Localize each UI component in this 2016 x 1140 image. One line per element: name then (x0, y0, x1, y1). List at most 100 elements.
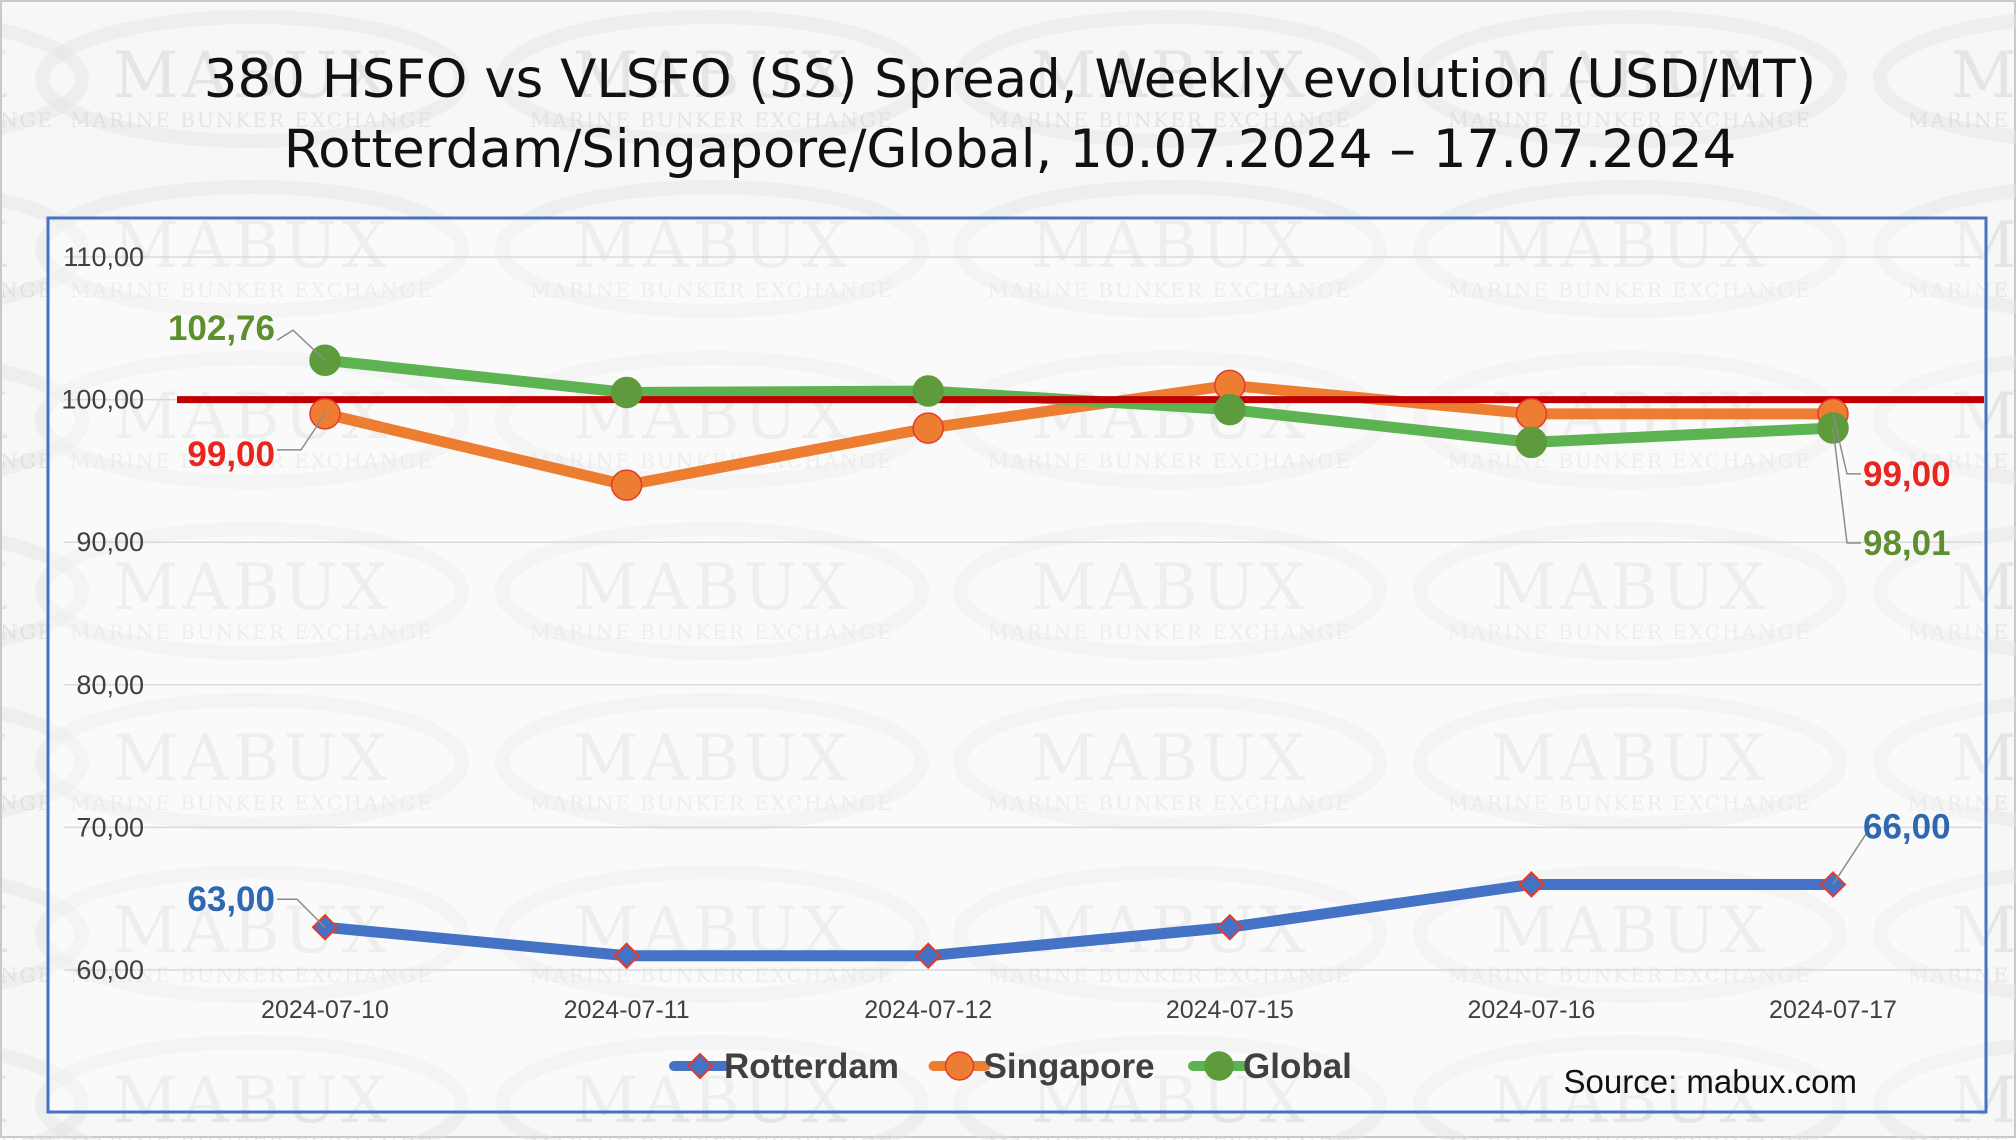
leader-line (277, 898, 326, 928)
data-label-text: 102,76 (168, 309, 275, 348)
chart-title: 380 HSFO vs VLSFO (SS) Spread, Weekly ev… (204, 49, 1816, 110)
watermark-subtitle: MARINE BUNKER EXCHANGE (988, 108, 1352, 132)
watermark-name: MABUX (1951, 722, 2016, 796)
y-tick-label: 60,00 (76, 955, 144, 985)
leader-line (277, 413, 326, 451)
data-label-text: 66,00 (1863, 807, 1951, 846)
marker-global (1515, 426, 1548, 459)
legend-label-rotterdam: Rotterdam (724, 1047, 899, 1086)
x-tick-label: 2024-07-16 (1467, 996, 1595, 1024)
y-tick-label: 110,00 (63, 242, 144, 272)
watermark-subtitle: MARINE BUNKER EXCHANGE (530, 1133, 894, 1140)
watermark-subtitle: MARINE BUNKER EXCHANGE (1908, 620, 2016, 644)
watermark-name: MABUX (113, 209, 391, 283)
data-label-text: 99,00 (187, 435, 275, 474)
legend-swatch-marker (944, 1051, 975, 1081)
watermark-subtitle: MARINE BUNKER EXCHANGE (70, 108, 434, 132)
watermark-subtitle: MARINE BUNKER EXCHANGE (2, 791, 54, 815)
watermark-subtitle: MARINE BUNKER EXCHANGE (1448, 791, 1812, 815)
watermark-name: MABUX (2, 894, 11, 968)
watermark-subtitle: MARINE BUNKER EXCHANGE (1908, 791, 2016, 815)
watermark-name: MABUX (573, 209, 851, 283)
legend-label-global: Global (1243, 1047, 1352, 1086)
watermark-swoosh (35, 865, 469, 1003)
watermark-name: MABUX (1031, 209, 1309, 283)
watermark-subtitle: MARINE BUNKER EXCHANGE (1908, 108, 2016, 132)
legend-item-singapore: Singapore (928, 1047, 1155, 1086)
data-label-layer: 102,76 99,00 63,00 99,00 98,01 66,00 (168, 309, 1951, 928)
watermark-swoosh (2, 1048, 89, 1140)
x-tick-label: 2024-07-11 (564, 996, 690, 1024)
watermark-name: MABUX (1031, 1064, 1309, 1138)
watermark-swoosh (495, 693, 929, 831)
watermark-swoosh (2, 535, 89, 647)
watermark-swoosh (35, 522, 469, 660)
watermark-swoosh (1873, 13, 2016, 145)
marker-rotterdam (613, 942, 641, 970)
watermark-subtitle: MARINE BUNKER EXCHANGE (530, 278, 894, 302)
watermark-subtitle: MARINE BUNKER EXCHANGE (70, 620, 434, 644)
legend-label-singapore: Singapore (984, 1047, 1155, 1086)
watermark-subtitle: MARINE BUNKER EXCHANGE (530, 620, 894, 644)
chart-subtitle: Rotterdam/Singapore/Global, 10.07.2024 –… (284, 119, 1737, 180)
watermark-swoosh (2, 878, 89, 990)
watermark-name: MABUX (2, 209, 11, 283)
watermark-subtitle: MARINE BUNKER EXCHANGE (70, 791, 434, 815)
watermark-subtitle: MARINE BUNKER EXCHANGE (70, 278, 434, 302)
data-label-global: 102,76 (168, 309, 326, 361)
watermark-swoosh (1873, 1038, 2016, 1140)
watermark-subtitle: MARINE BUNKER EXCHANGE (988, 791, 1352, 815)
watermark-swoosh (2, 706, 89, 818)
marker-singapore (610, 469, 643, 501)
watermark-subtitle: MARINE BUNKER EXCHANGE (1908, 963, 2016, 987)
watermark-subtitle: MARINE BUNKER EXCHANGE (70, 449, 434, 473)
watermark-swoosh (1413, 1035, 1847, 1140)
watermark-swoosh (35, 1035, 469, 1140)
watermark-subtitle: MARINE BUNKER EXCHANGE (988, 1133, 1352, 1140)
y-tick-label: 80,00 (76, 670, 144, 700)
watermark-swoosh (1413, 522, 1847, 660)
series-line-singapore (319, 379, 1839, 491)
watermark-name: MABUX (573, 1064, 851, 1138)
data-label-rotterdam: 66,00 (1832, 807, 1951, 885)
watermark-swoosh (1873, 183, 2016, 315)
watermark-name: MABUX (1031, 551, 1309, 625)
watermark-swoosh (953, 1035, 1387, 1140)
y-tick-label: 90,00 (76, 527, 144, 557)
watermark-swoosh (1413, 10, 1847, 148)
watermark-swoosh (1873, 696, 2016, 828)
watermark-swoosh (1873, 354, 2016, 486)
marker-rotterdam (1216, 913, 1244, 941)
source-note: Source: mabux.com (1564, 1063, 1857, 1100)
watermark-swoosh (1413, 865, 1847, 1003)
watermark-swoosh (2, 193, 89, 305)
watermark-name: MABUX (1491, 894, 1769, 968)
watermark-swoosh (953, 522, 1387, 660)
marker-singapore (1515, 398, 1548, 430)
data-label-text: 98,01 (1863, 524, 1951, 563)
x-tick-label: 2024-07-15 (1166, 996, 1294, 1024)
watermark-name: MABUX (2, 722, 11, 796)
series-line-rotterdam (319, 878, 1839, 962)
marker-global (912, 375, 944, 407)
watermark-swoosh (953, 180, 1387, 318)
